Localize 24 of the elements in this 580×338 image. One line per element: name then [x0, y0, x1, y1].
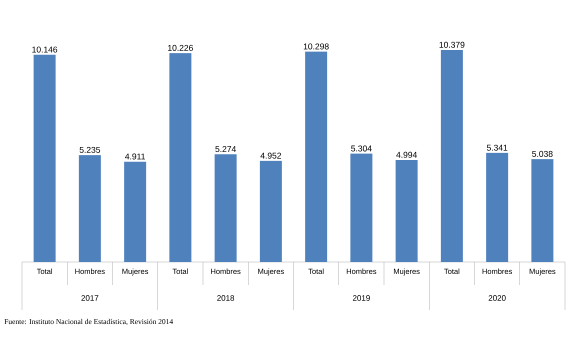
data-label: 4.952: [260, 152, 282, 159]
bar: [260, 160, 282, 262]
data-label: 5.274: [215, 146, 236, 152]
bar: [34, 54, 56, 262]
data-label: 10.298: [304, 43, 329, 50]
bar: [169, 53, 192, 262]
bar: [440, 50, 463, 262]
data-label: 10.226: [168, 44, 193, 51]
data-label: 4.911: [125, 154, 145, 160]
data-label: 5.038: [532, 150, 553, 157]
data-label: 10.379: [440, 42, 464, 48]
bar: [486, 152, 508, 262]
bar: [78, 155, 101, 262]
data-label: 5.341: [486, 144, 508, 151]
data-label: 5.304: [351, 145, 372, 152]
bar: [396, 160, 418, 262]
bar: [531, 159, 554, 262]
data-label: 5.235: [80, 146, 100, 153]
data-label: 4.994: [396, 152, 417, 158]
bar: [305, 52, 328, 262]
bar: [214, 154, 237, 262]
bar: [124, 162, 146, 262]
bar: [350, 154, 372, 262]
data-label: 10.146: [32, 46, 58, 53]
